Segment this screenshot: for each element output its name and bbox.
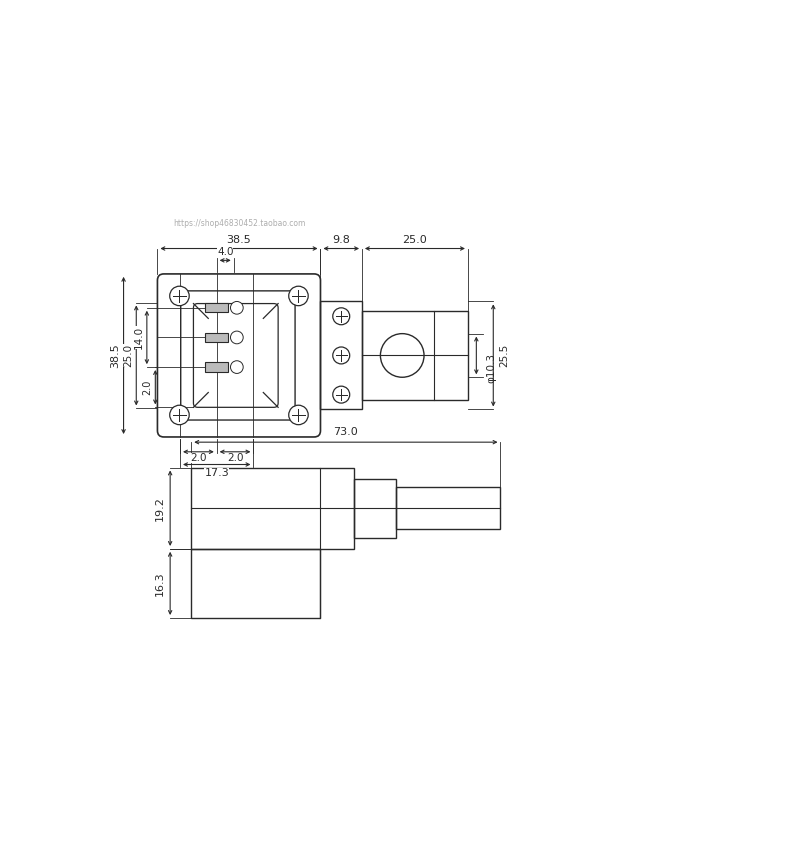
Text: 25.0: 25.0 [122, 343, 133, 367]
Text: 2.0: 2.0 [190, 453, 206, 463]
Text: 4.0: 4.0 [217, 247, 234, 257]
Bar [321, 301, 362, 409]
Circle shape [333, 386, 350, 403]
Circle shape [170, 287, 190, 306]
Text: 17.3: 17.3 [204, 468, 229, 478]
Circle shape [333, 308, 350, 324]
Text: 2.0: 2.0 [226, 453, 243, 463]
Bar [396, 488, 501, 529]
Text: 19.2: 19.2 [154, 496, 165, 520]
Text: 9.8: 9.8 [332, 235, 350, 245]
Circle shape [230, 301, 243, 314]
Bar [191, 468, 354, 549]
Text: φ10.3: φ10.3 [486, 353, 496, 383]
Text: 38.5: 38.5 [110, 343, 120, 368]
Bar [354, 479, 396, 538]
Circle shape [289, 287, 308, 306]
Text: 25.0: 25.0 [402, 235, 427, 245]
Bar [205, 303, 228, 312]
Bar [191, 549, 321, 618]
Text: 14.0: 14.0 [134, 326, 143, 349]
Bar [205, 362, 228, 372]
Circle shape [170, 406, 190, 425]
Text: 16.3: 16.3 [154, 571, 165, 595]
Text: 38.5: 38.5 [226, 235, 251, 245]
Bar [362, 311, 468, 400]
Text: https://shop46830452.taobao.com: https://shop46830452.taobao.com [173, 218, 305, 228]
Circle shape [333, 347, 350, 364]
Text: 73.0: 73.0 [334, 426, 358, 437]
Bar [205, 333, 228, 342]
Text: 2.0: 2.0 [142, 380, 153, 395]
Circle shape [230, 331, 243, 343]
Circle shape [289, 406, 308, 425]
Text: 25.5: 25.5 [499, 343, 509, 367]
Circle shape [230, 361, 243, 374]
